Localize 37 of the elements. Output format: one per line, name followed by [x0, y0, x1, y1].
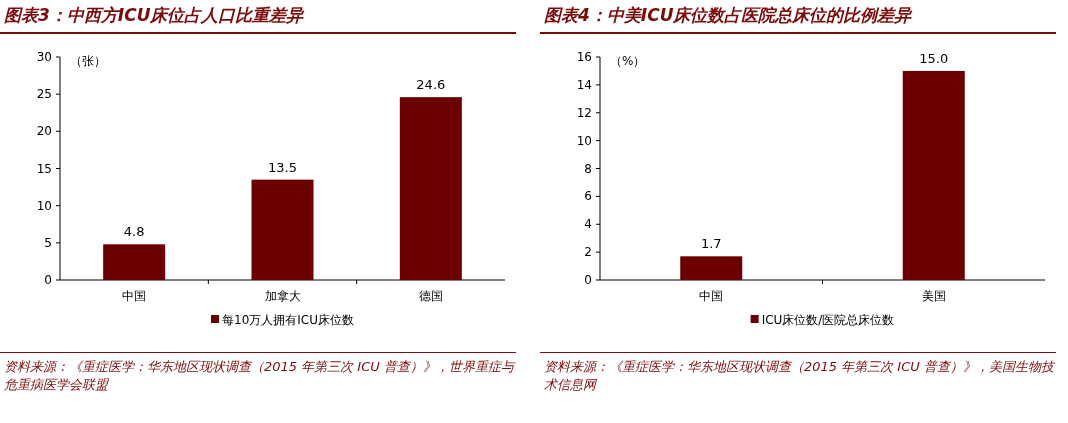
data-label: 1.7: [700, 236, 722, 252]
y-tick-label: 10: [576, 133, 592, 148]
text: 资料来源：《重症医学：华东地区现状调查（2015 年第三次 ICU 普查）》，世界重症与危重病医学会联盟: [4, 358, 514, 394]
legend-label: ICU床位数/医院总床位数: [761, 313, 895, 327]
y-tick-label: 0: [44, 273, 52, 287]
y-tick-label: 8: [584, 161, 592, 176]
chart-title: 图表3：中西方ICU床位占人口比重差异: [4, 4, 304, 27]
bar: [103, 244, 166, 280]
y-tick-label: 0: [584, 273, 592, 287]
y-tick-label: 20: [36, 124, 52, 139]
x-tick-label: 加拿大: [264, 289, 301, 303]
y-tick-label: 16: [576, 50, 592, 64]
data-label: 15.0: [919, 50, 949, 66]
x-tick-label: 中国: [699, 289, 724, 303]
data-label: 24.6: [416, 77, 446, 93]
chart-title: 图表4：中美ICU床位数占医院总床位的比例差异: [544, 4, 912, 27]
y-tick-label: 15: [36, 161, 52, 176]
bar: [399, 97, 462, 280]
x-tick-label: 美国: [921, 289, 946, 303]
legend-label: 每10万人拥有ICU床位数: [222, 313, 354, 327]
y-tick-label: 4: [584, 217, 592, 232]
y-axis-title: （%）: [610, 54, 646, 68]
x-tick-label: 德国: [418, 289, 443, 303]
bar: [251, 179, 314, 280]
data-label: 13.5: [268, 159, 297, 175]
y-tick-label: 25: [36, 87, 52, 102]
x-tick-label: 中国: [122, 289, 147, 303]
data-label: 4.8: [123, 224, 145, 240]
y-tick-label: 5: [44, 235, 52, 250]
y-tick-label: 6: [584, 189, 592, 204]
y-axis-title: （张）: [70, 54, 106, 68]
y-tick-label: 14: [576, 77, 592, 92]
y-tick-label: 12: [576, 105, 592, 120]
y-tick-label: 2: [584, 245, 592, 260]
text: 资料来源：《重症医学：华东地区现状调查（2015 年第三次 ICU 普查）》，美国生物技术信息网: [544, 358, 1054, 394]
y-tick-label: 30: [36, 50, 52, 64]
y-tick-label: 10: [36, 198, 52, 213]
